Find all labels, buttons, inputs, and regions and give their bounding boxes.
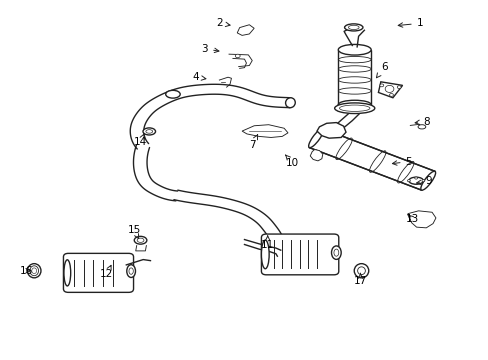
Circle shape — [421, 180, 424, 182]
Ellipse shape — [27, 264, 41, 278]
Ellipse shape — [339, 105, 369, 111]
Polygon shape — [316, 123, 346, 138]
Ellipse shape — [338, 44, 370, 55]
Polygon shape — [309, 149, 322, 161]
Ellipse shape — [142, 128, 155, 135]
FancyBboxPatch shape — [338, 50, 370, 105]
Ellipse shape — [417, 125, 425, 129]
Polygon shape — [407, 211, 435, 228]
Text: 13: 13 — [405, 214, 419, 224]
Circle shape — [396, 86, 400, 89]
Ellipse shape — [261, 240, 268, 269]
Ellipse shape — [331, 246, 341, 260]
Ellipse shape — [338, 100, 370, 109]
Ellipse shape — [145, 130, 152, 133]
Text: 11: 11 — [261, 236, 274, 249]
Ellipse shape — [348, 25, 358, 30]
Ellipse shape — [137, 238, 143, 242]
Circle shape — [407, 180, 409, 182]
Polygon shape — [309, 129, 434, 190]
Ellipse shape — [357, 267, 365, 275]
Ellipse shape — [344, 24, 362, 31]
FancyBboxPatch shape — [261, 234, 338, 275]
Text: 3: 3 — [201, 44, 219, 54]
Text: 6: 6 — [376, 62, 387, 78]
Ellipse shape — [353, 264, 368, 278]
Ellipse shape — [334, 103, 374, 113]
Ellipse shape — [32, 268, 37, 274]
Ellipse shape — [333, 249, 338, 256]
Ellipse shape — [134, 237, 146, 244]
Ellipse shape — [285, 98, 295, 108]
Ellipse shape — [30, 266, 39, 276]
Polygon shape — [378, 82, 402, 98]
Text: 7: 7 — [248, 135, 257, 150]
Circle shape — [389, 94, 393, 96]
Text: 10: 10 — [285, 155, 299, 168]
Text: 8: 8 — [414, 117, 429, 126]
Ellipse shape — [64, 260, 71, 286]
Polygon shape — [242, 125, 287, 138]
Text: 14: 14 — [134, 134, 147, 147]
Text: 5: 5 — [391, 157, 411, 167]
Text: 4: 4 — [192, 72, 205, 82]
Text: 9: 9 — [416, 176, 430, 186]
Circle shape — [379, 84, 383, 87]
Text: 15: 15 — [127, 225, 141, 239]
Text: 2: 2 — [216, 18, 229, 28]
Circle shape — [414, 177, 417, 179]
Ellipse shape — [308, 129, 323, 148]
Ellipse shape — [165, 90, 180, 98]
Text: 12: 12 — [100, 265, 113, 279]
Text: 16: 16 — [20, 266, 33, 276]
Ellipse shape — [126, 265, 135, 278]
Text: 17: 17 — [353, 274, 366, 286]
Ellipse shape — [420, 171, 435, 190]
Ellipse shape — [385, 85, 393, 93]
Ellipse shape — [129, 268, 133, 274]
Ellipse shape — [408, 177, 423, 184]
Circle shape — [235, 54, 240, 58]
Polygon shape — [237, 25, 254, 35]
FancyBboxPatch shape — [63, 253, 133, 292]
Text: 1: 1 — [397, 18, 423, 28]
